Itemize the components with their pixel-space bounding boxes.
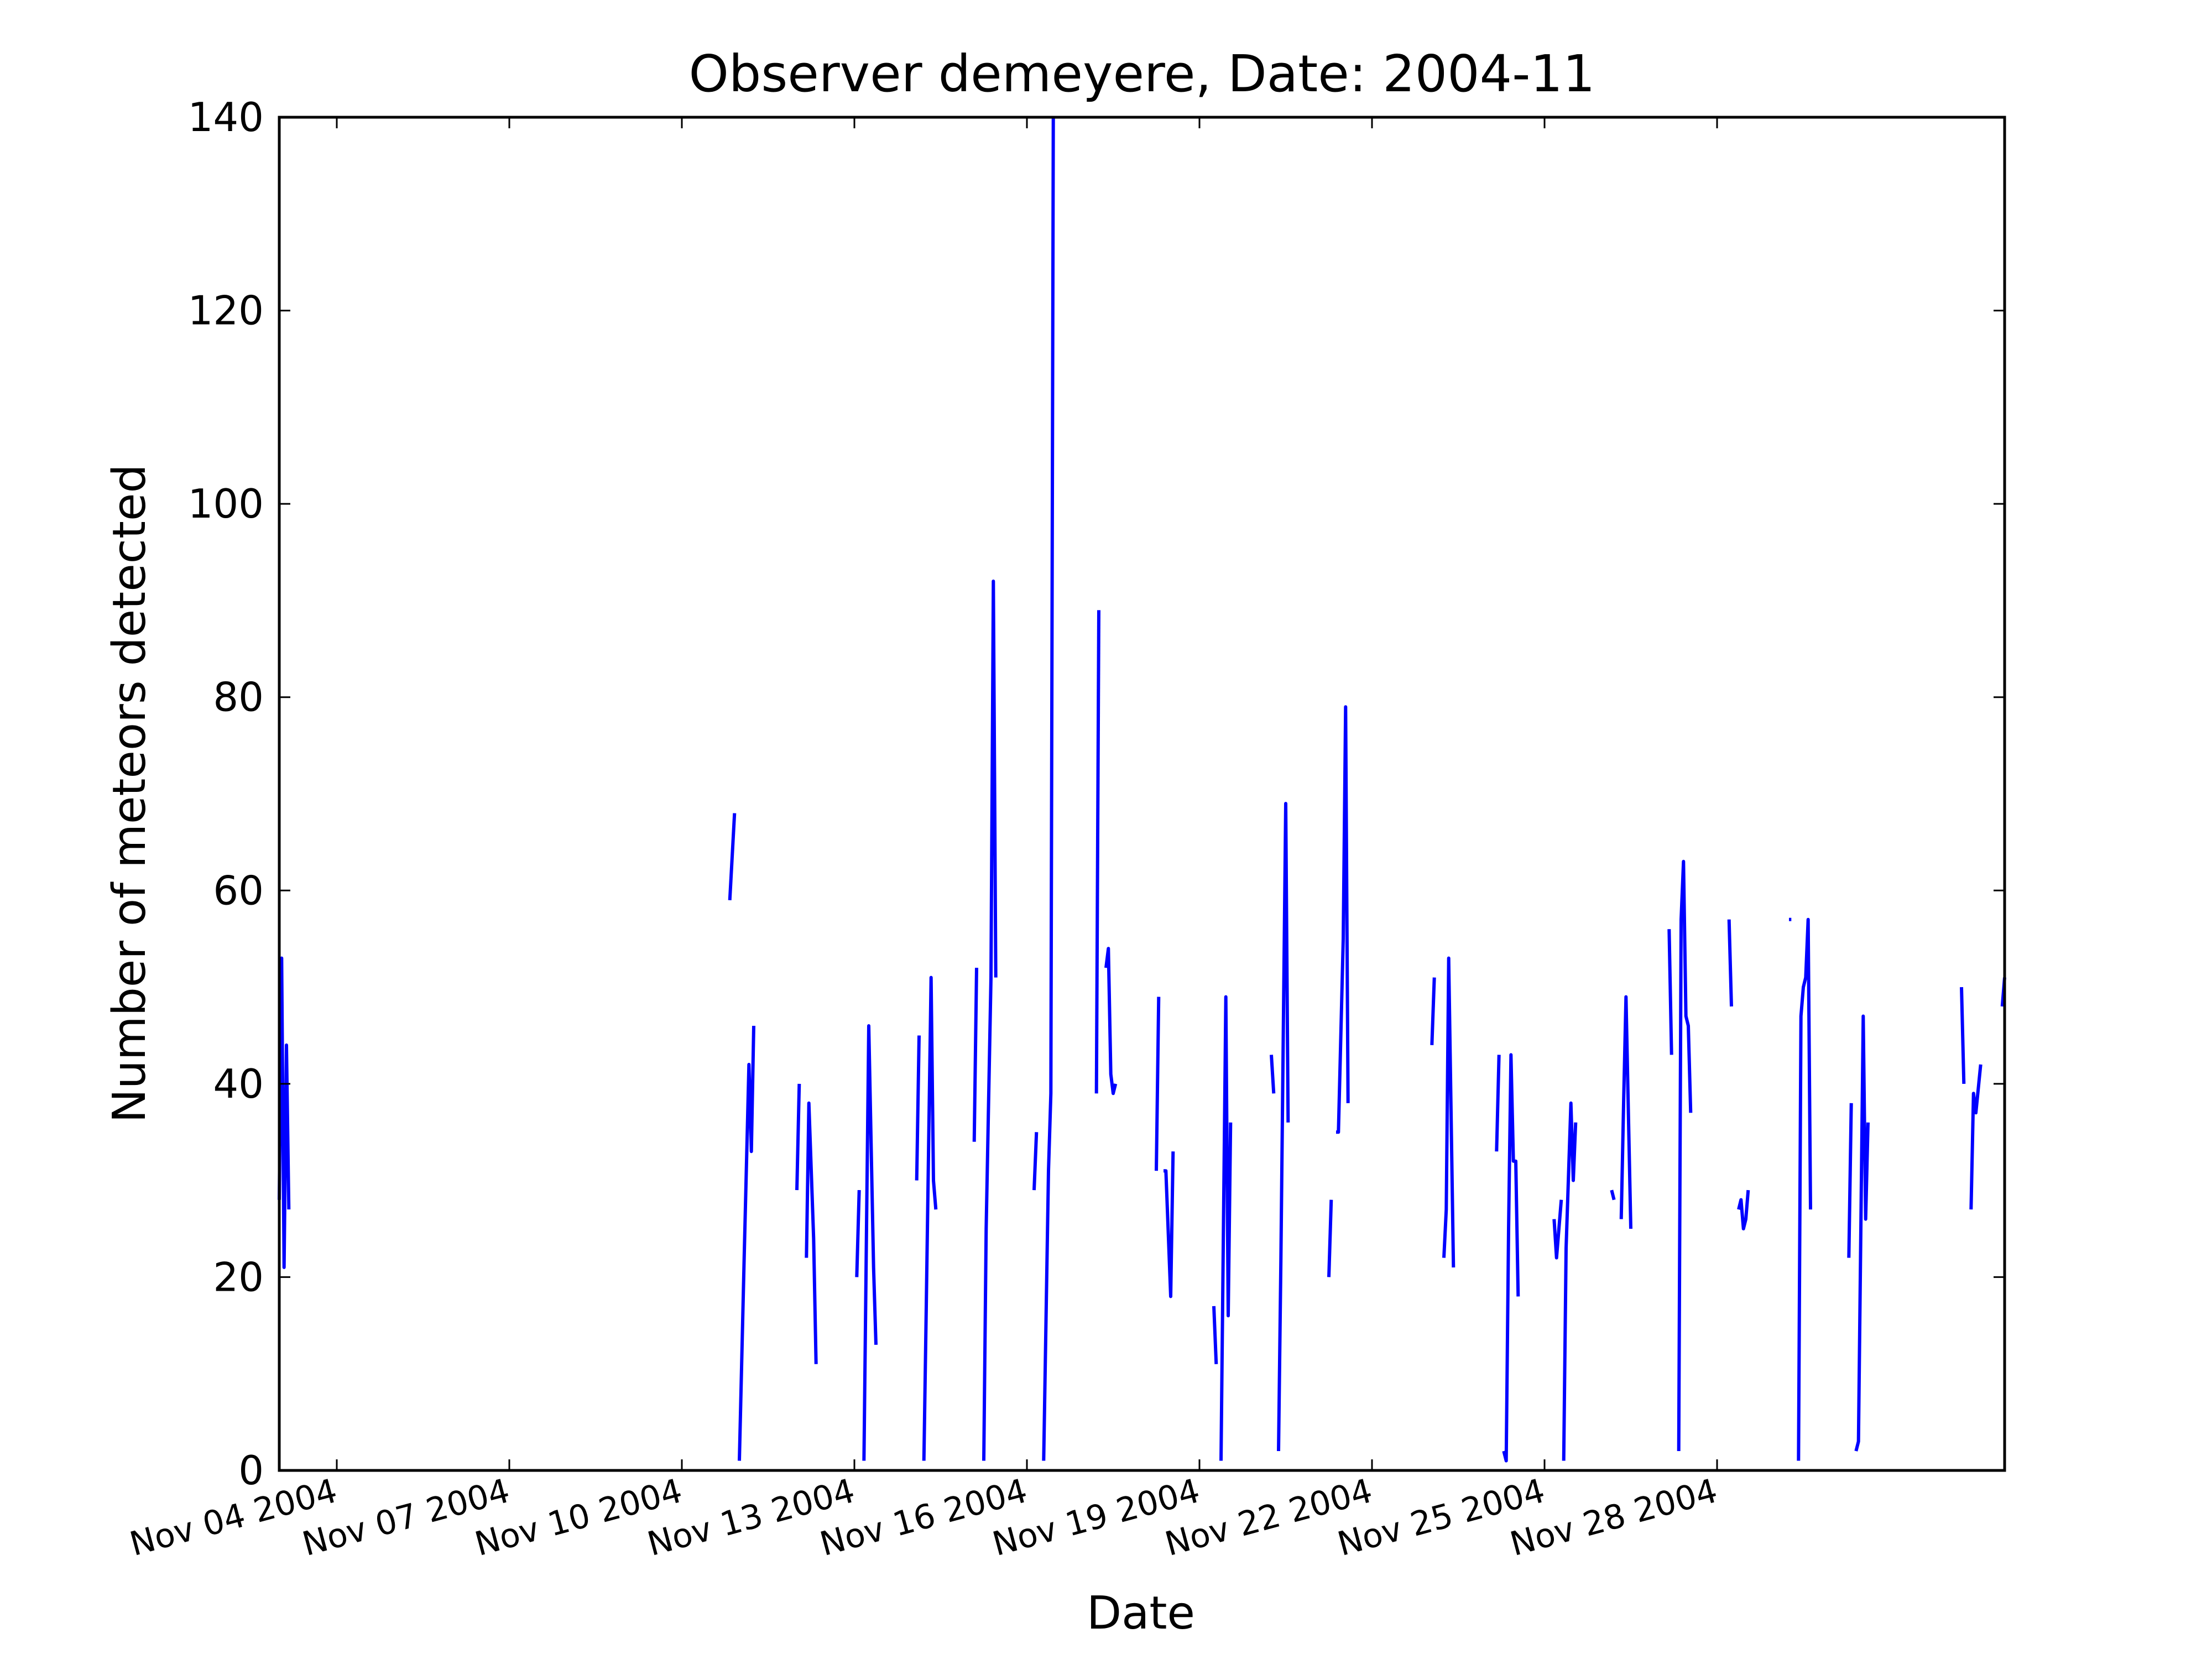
y-tick-label: 80 bbox=[213, 674, 264, 721]
x-axis-label: Date bbox=[1087, 1587, 1195, 1640]
series-segment-29 bbox=[1610, 1190, 1616, 1201]
series-segment-20 bbox=[1277, 802, 1290, 1452]
series-segment-10 bbox=[982, 580, 998, 1461]
series-segment-25 bbox=[1495, 1055, 1501, 1152]
series-segment-6 bbox=[862, 1024, 878, 1461]
series-segment-3 bbox=[795, 1083, 801, 1191]
series-segment-18 bbox=[1219, 995, 1233, 1461]
series-segment-2 bbox=[738, 1025, 755, 1461]
series-segment-13 bbox=[1094, 610, 1100, 1094]
series-segment-22 bbox=[1336, 705, 1350, 1134]
series-segment-5 bbox=[855, 1190, 861, 1277]
series-segment-15 bbox=[1155, 997, 1161, 1171]
y-tick-label: 20 bbox=[213, 1254, 264, 1300]
series-segment-28 bbox=[1562, 1101, 1578, 1461]
chart-title: Observer demeyere, Date: 2004-11 bbox=[689, 44, 1595, 103]
plot-area bbox=[278, 117, 2006, 1463]
series-segment-14 bbox=[1104, 947, 1118, 1095]
series-segment-9 bbox=[972, 968, 978, 1142]
series-segment-39 bbox=[1960, 987, 1966, 1084]
series-segment-12 bbox=[1042, 117, 1055, 1461]
series-segment-24 bbox=[1442, 956, 1455, 1267]
series-segment-1 bbox=[728, 813, 737, 900]
y-tick-label: 100 bbox=[188, 481, 264, 527]
plot-frame bbox=[278, 116, 2006, 1472]
series-segment-38 bbox=[1854, 1014, 1870, 1452]
y-tick-label: 120 bbox=[188, 288, 264, 334]
series-segment-17 bbox=[1212, 1306, 1218, 1364]
series-segment-34 bbox=[1737, 1190, 1750, 1230]
series-segment-16 bbox=[1164, 1151, 1175, 1298]
series-segment-40 bbox=[1969, 1064, 1983, 1210]
series-segment-37 bbox=[1847, 1103, 1853, 1258]
series-segment-4 bbox=[805, 1101, 818, 1364]
series-segment-32 bbox=[1677, 859, 1693, 1452]
series-segment-21 bbox=[1327, 1199, 1333, 1277]
series-segment-19 bbox=[1270, 1055, 1276, 1094]
series-segment-31 bbox=[1667, 929, 1673, 1055]
series-segment-36 bbox=[1797, 917, 1812, 1461]
y-tick-label: 60 bbox=[213, 867, 264, 914]
series-segment-0 bbox=[278, 956, 291, 1269]
series-segment-7 bbox=[915, 1035, 921, 1181]
y-tick-label: 140 bbox=[188, 94, 264, 140]
series-segment-11 bbox=[1032, 1132, 1039, 1191]
series-segment-23 bbox=[1430, 977, 1436, 1046]
series-segment-33 bbox=[1727, 919, 1733, 1007]
series-segment-26 bbox=[1502, 1053, 1520, 1463]
y-axis-label: Number of meteors detected bbox=[103, 464, 156, 1123]
series-segment-27 bbox=[1552, 1199, 1563, 1260]
y-tick-label: 0 bbox=[238, 1447, 264, 1494]
series-segment-8 bbox=[922, 975, 938, 1461]
y-axis: 0 20 40 60 80 100 120 140 bbox=[188, 94, 2005, 1494]
y-tick-label: 40 bbox=[213, 1061, 264, 1107]
series-segment-30 bbox=[1619, 995, 1632, 1229]
